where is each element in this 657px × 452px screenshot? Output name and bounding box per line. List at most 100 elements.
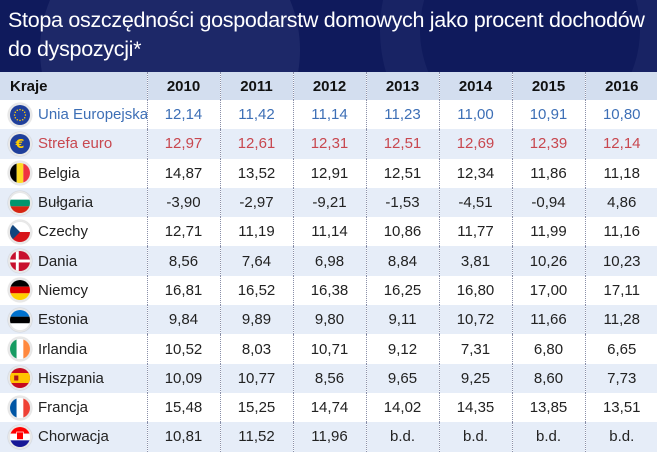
table-row: Chorwacja 10,81 11,52 11,96 b.d. b.d. b.d. b.d. xyxy=(0,422,657,452)
value-cell-2010: 12,97 xyxy=(146,129,220,159)
country-cell: Estonia xyxy=(0,305,147,334)
value-cell-2016: 6,65 xyxy=(584,334,657,364)
value-cell-2016: 10,23 xyxy=(584,246,657,276)
table-row: Francja 15,48 15,25 14,74 14,02 14,35 13,85 13,… xyxy=(0,392,657,423)
column-header-2010: 2010 xyxy=(146,72,220,100)
value-cell-2010: 9,84 xyxy=(146,305,220,335)
value-cell-2016: b.d. xyxy=(584,422,657,452)
value-cell-2011: 10,77 xyxy=(219,363,293,393)
country-cell: Bułgaria xyxy=(0,188,147,217)
value-cell-2015: 10,91 xyxy=(511,100,585,130)
value-cell-2012: 11,96 xyxy=(292,422,366,452)
country-label: Chorwacja xyxy=(0,424,147,449)
value-cell-2016: 17,11 xyxy=(584,275,657,306)
title-banner: Stopa oszczędności gospodarstw domowych … xyxy=(0,0,657,72)
value-cell-2014: 12,34 xyxy=(438,158,512,188)
value-cell-2014: 11,77 xyxy=(438,217,512,247)
value-cell-2010: 8,56 xyxy=(146,246,220,276)
table-row: Dania 8,56 7,64 6,98 8,84 3,81 10,26 10,23 xyxy=(0,246,657,276)
country-cell: Dania xyxy=(0,246,147,275)
value-cell-2014: 7,31 xyxy=(438,334,512,364)
column-header-2013: 2013 xyxy=(365,72,439,100)
value-cell-2010: 14,87 xyxy=(146,158,220,188)
value-cell-2011: 11,52 xyxy=(219,422,293,452)
country-cell: Chorwacja xyxy=(0,422,147,451)
value-cell-2011: -2,97 xyxy=(219,187,293,218)
value-cell-2013: 16,25 xyxy=(365,275,439,306)
value-cell-2013: 8,84 xyxy=(365,246,439,276)
value-cell-2011: 12,61 xyxy=(219,129,293,159)
value-cell-2014: 10,72 xyxy=(438,305,512,335)
value-cell-2013: -1,53 xyxy=(365,187,439,218)
value-cell-2016: 7,73 xyxy=(584,363,657,393)
country-cell: Francja xyxy=(0,393,147,422)
value-cell-2012: 14,74 xyxy=(292,392,366,423)
value-cell-2014: 12,69 xyxy=(438,129,512,159)
value-cell-2011: 16,52 xyxy=(219,275,293,306)
value-cell-2010: 10,09 xyxy=(146,363,220,393)
table-row: Niemcy 16,81 16,52 16,38 16,25 16,80 17,00 17,1… xyxy=(0,275,657,306)
value-cell-2012: 9,80 xyxy=(292,305,366,335)
value-cell-2016: 12,14 xyxy=(584,129,657,159)
value-cell-2012: 11,14 xyxy=(292,100,366,130)
value-cell-2014: 11,00 xyxy=(438,100,512,130)
country-cell: Hiszpania xyxy=(0,364,147,393)
estonia-flag-icon xyxy=(8,307,32,332)
country-name: Estonia xyxy=(38,311,89,329)
country-name: Czechy xyxy=(38,223,89,241)
country-label: Czechy xyxy=(0,219,147,244)
country-cell: Belgia xyxy=(0,159,147,188)
value-cell-2015: 6,80 xyxy=(511,334,585,364)
country-name: Hiszpania xyxy=(38,369,104,387)
country-label: Estonia xyxy=(0,307,147,332)
country-cell: Unia Europejska xyxy=(0,100,147,129)
country-name: Niemcy xyxy=(38,281,89,299)
country-label: Irlandia xyxy=(0,337,147,362)
value-cell-2010: 10,52 xyxy=(146,334,220,364)
value-cell-2011: 13,52 xyxy=(219,158,293,188)
value-cell-2013: 9,12 xyxy=(365,334,439,364)
value-cell-2015: 11,86 xyxy=(511,158,585,188)
country-name: Dania xyxy=(38,252,78,270)
value-cell-2013: 12,51 xyxy=(365,158,439,188)
value-cell-2013: 11,23 xyxy=(365,100,439,130)
country-label: Niemcy xyxy=(0,278,147,303)
country-name: Bułgaria xyxy=(38,194,94,212)
spain-flag-icon xyxy=(8,366,32,391)
ireland-flag-icon xyxy=(8,337,32,362)
value-cell-2014: 14,35 xyxy=(438,392,512,423)
eu-flag-icon xyxy=(8,102,32,127)
table-row: Czechy 12,71 11,19 11,14 10,86 11,77 11,99 11,1… xyxy=(0,217,657,247)
country-name: Unia Europejska xyxy=(38,106,147,124)
value-cell-2012: -9,21 xyxy=(292,187,366,218)
decorative-circle xyxy=(40,0,300,72)
table-row: € Strefa euro 12,97 12,61 12,31 12,51 12,69 12,… xyxy=(0,129,657,159)
czech-flag-icon xyxy=(8,219,32,244)
country-label: Bułgaria xyxy=(0,190,147,215)
table-row: Irlandia 10,52 8,03 10,71 9,12 7,31 6,80 6,65 xyxy=(0,334,657,364)
denmark-flag-icon xyxy=(8,249,32,274)
country-name: Chorwacja xyxy=(38,428,109,446)
value-cell-2015: 17,00 xyxy=(511,275,585,306)
column-header-2011: 2011 xyxy=(219,72,293,100)
value-cell-2012: 8,56 xyxy=(292,363,366,393)
germany-flag-icon xyxy=(8,278,32,303)
country-cell: € Strefa euro xyxy=(0,129,147,158)
page-title: Stopa oszczędności gospodarstw domowych … xyxy=(8,8,645,61)
value-cell-2013: 14,02 xyxy=(365,392,439,423)
value-cell-2015: -0,94 xyxy=(511,187,585,218)
value-cell-2011: 15,25 xyxy=(219,392,293,423)
value-cell-2010: 15,48 xyxy=(146,392,220,423)
value-cell-2011: 11,19 xyxy=(219,217,293,247)
column-header-2015: 2015 xyxy=(511,72,585,100)
country-name: Strefa euro xyxy=(38,135,113,153)
value-cell-2012: 16,38 xyxy=(292,275,366,306)
value-cell-2014: -4,51 xyxy=(438,187,512,218)
euro-sign-icon: € xyxy=(8,131,32,156)
country-label: Hiszpania xyxy=(0,366,147,391)
value-cell-2014: 3,81 xyxy=(438,246,512,276)
croatia-flag-icon xyxy=(8,424,32,449)
value-cell-2016: 13,51 xyxy=(584,392,657,423)
value-cell-2016: 11,28 xyxy=(584,305,657,335)
value-cell-2014: b.d. xyxy=(438,422,512,452)
